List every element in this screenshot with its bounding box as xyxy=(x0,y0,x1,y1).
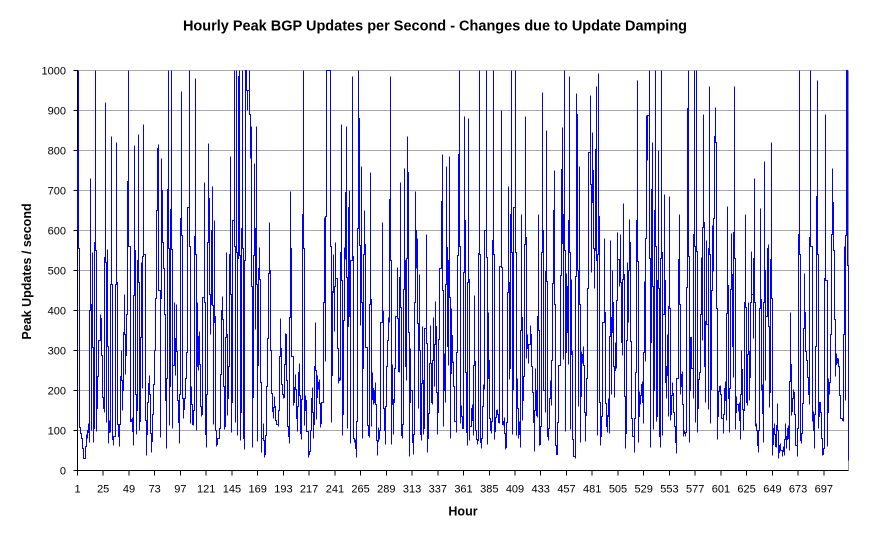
svg-text:Peak Updates / second: Peak Updates / second xyxy=(20,203,34,339)
svg-text:97: 97 xyxy=(174,484,186,496)
svg-text:361: 361 xyxy=(454,484,472,496)
svg-text:337: 337 xyxy=(429,484,447,496)
svg-text:25: 25 xyxy=(97,484,109,496)
svg-text:241: 241 xyxy=(326,484,344,496)
svg-text:1: 1 xyxy=(74,484,80,496)
svg-text:625: 625 xyxy=(737,484,755,496)
svg-text:600: 600 xyxy=(48,225,66,237)
svg-text:500: 500 xyxy=(48,265,66,277)
svg-text:649: 649 xyxy=(763,484,781,496)
svg-text:433: 433 xyxy=(532,484,550,496)
svg-text:577: 577 xyxy=(686,484,704,496)
svg-text:800: 800 xyxy=(48,145,66,157)
svg-text:265: 265 xyxy=(351,484,369,496)
svg-text:313: 313 xyxy=(403,484,421,496)
svg-text:200: 200 xyxy=(48,385,66,397)
svg-text:673: 673 xyxy=(789,484,807,496)
svg-text:145: 145 xyxy=(223,484,241,496)
svg-text:Hour: Hour xyxy=(448,505,477,519)
svg-text:553: 553 xyxy=(660,484,678,496)
svg-text:900: 900 xyxy=(48,105,66,117)
svg-text:Hourly Peak BGP Updates per Se: Hourly Peak BGP Updates per Second - Cha… xyxy=(183,19,687,35)
svg-text:100: 100 xyxy=(48,425,66,437)
svg-text:400: 400 xyxy=(48,305,66,317)
svg-text:409: 409 xyxy=(506,484,524,496)
svg-text:0: 0 xyxy=(60,465,66,477)
svg-text:121: 121 xyxy=(197,484,215,496)
svg-text:457: 457 xyxy=(557,484,575,496)
svg-text:481: 481 xyxy=(583,484,601,496)
svg-text:169: 169 xyxy=(249,484,267,496)
svg-text:700: 700 xyxy=(48,185,66,197)
svg-text:73: 73 xyxy=(149,484,161,496)
svg-text:217: 217 xyxy=(300,484,318,496)
svg-text:300: 300 xyxy=(48,345,66,357)
svg-text:697: 697 xyxy=(815,484,833,496)
svg-text:193: 193 xyxy=(274,484,292,496)
svg-text:49: 49 xyxy=(123,484,135,496)
svg-text:529: 529 xyxy=(635,484,653,496)
svg-text:289: 289 xyxy=(377,484,395,496)
svg-text:601: 601 xyxy=(712,484,730,496)
svg-text:385: 385 xyxy=(480,484,498,496)
svg-text:1000: 1000 xyxy=(42,65,66,77)
svg-text:505: 505 xyxy=(609,484,627,496)
